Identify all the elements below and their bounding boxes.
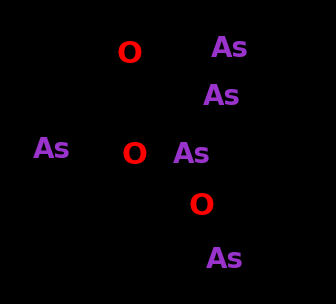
Text: As: As <box>33 136 71 164</box>
Text: As: As <box>203 83 241 111</box>
Text: O: O <box>116 40 142 69</box>
Text: O: O <box>188 192 215 221</box>
Text: As: As <box>211 35 249 63</box>
Text: As: As <box>206 246 244 274</box>
Text: As: As <box>172 141 211 169</box>
Text: O: O <box>121 140 148 170</box>
